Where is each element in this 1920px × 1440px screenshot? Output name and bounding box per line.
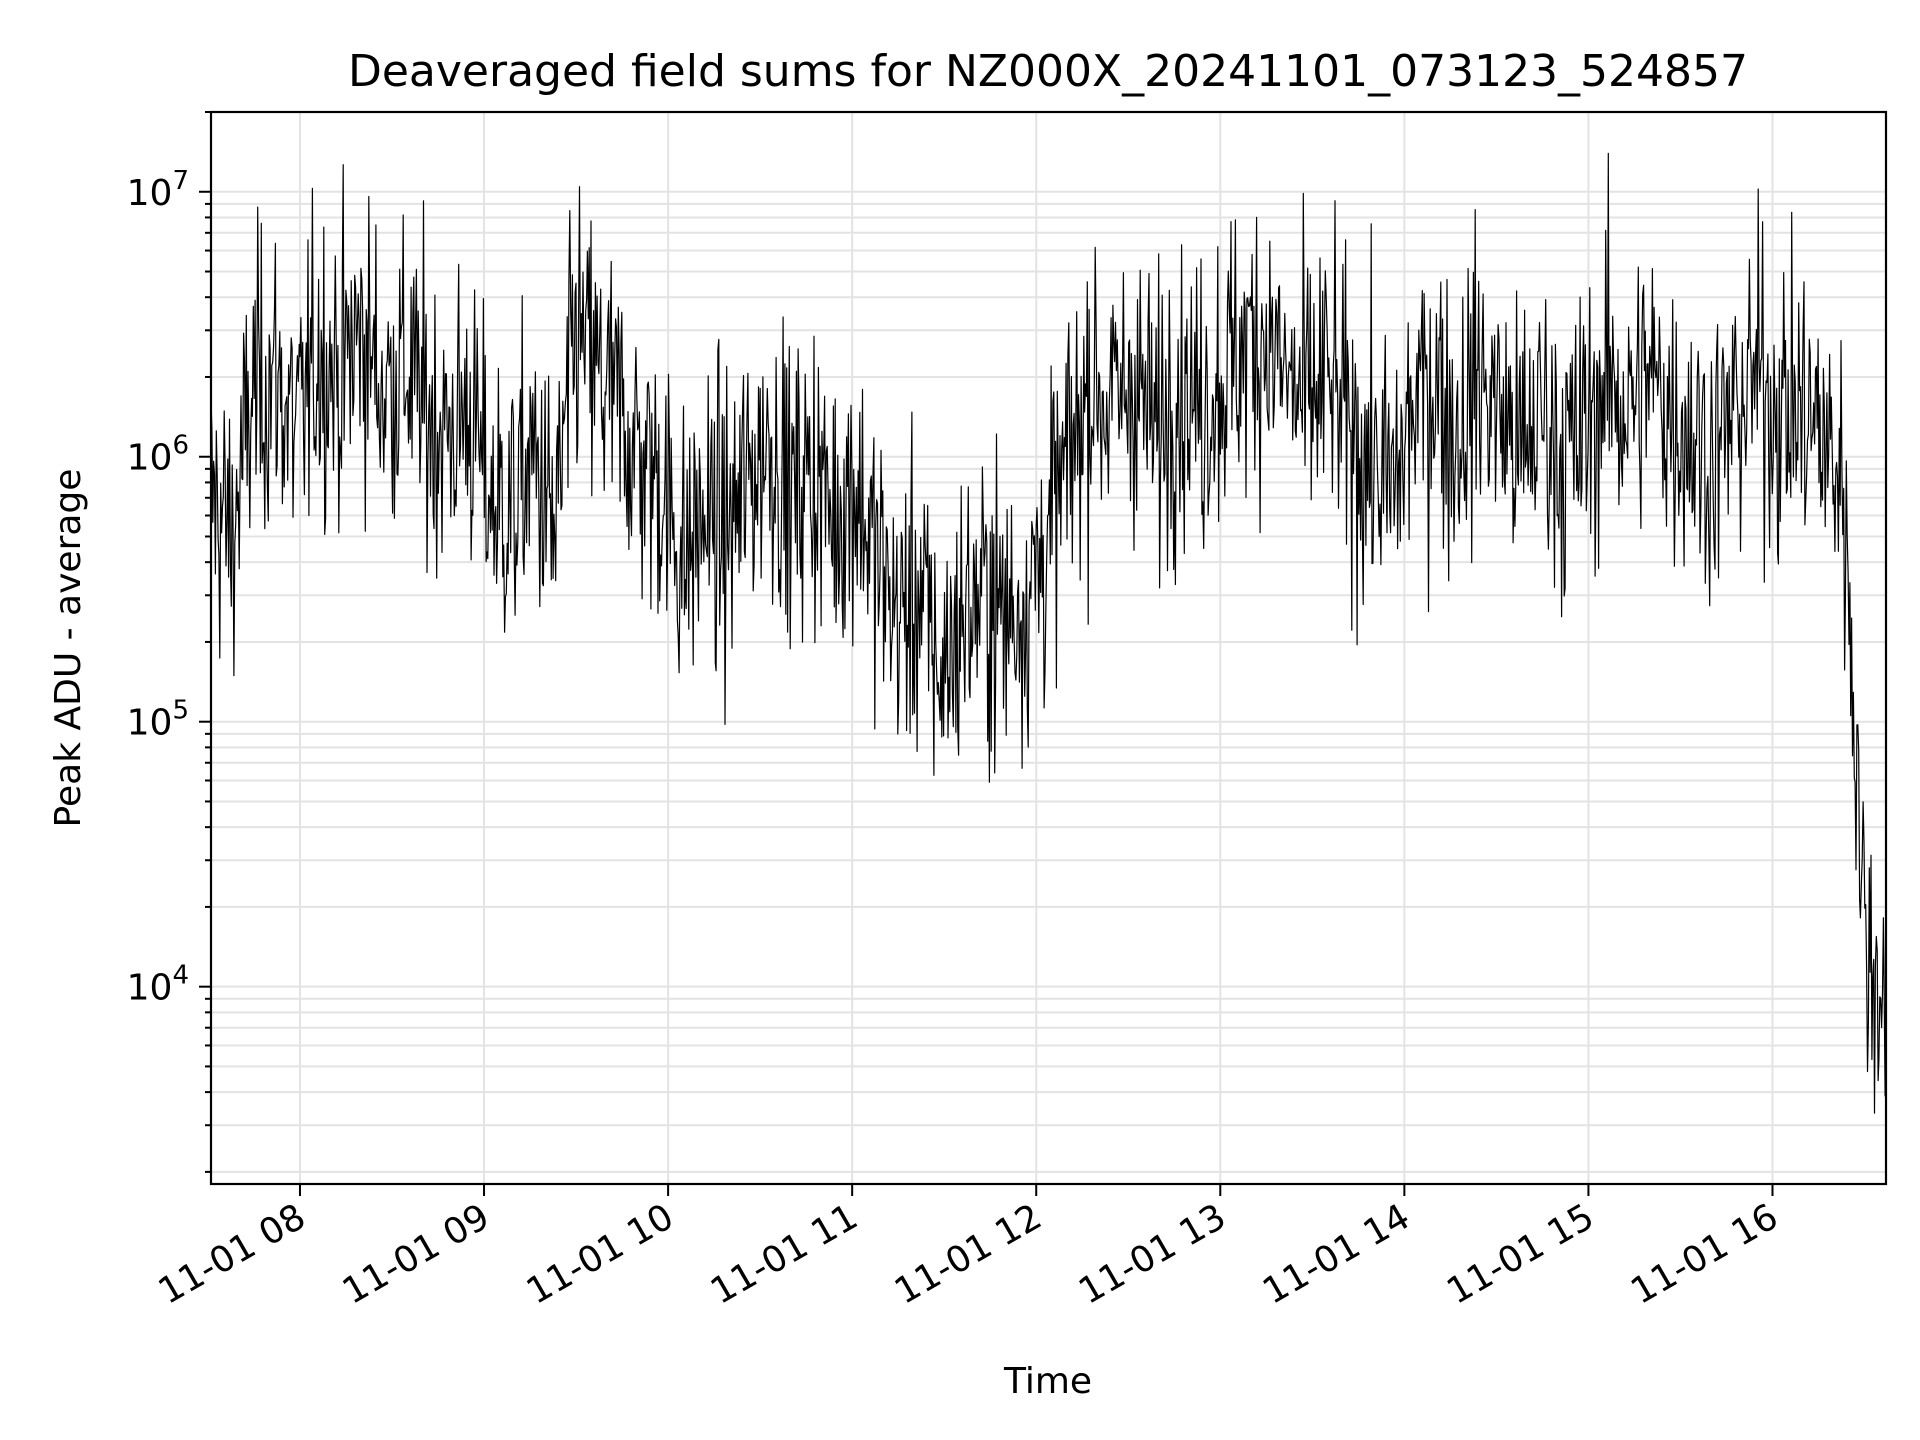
grid xyxy=(211,111,1886,1184)
y-axis-label: Peak ADU - average xyxy=(48,469,89,828)
plot-frame xyxy=(209,110,1888,1186)
y-tick-exponent: 6 xyxy=(172,431,189,461)
y-tick-base: 10 xyxy=(127,968,173,1009)
y-tick-base: 10 xyxy=(127,438,173,479)
y-tick-base: 10 xyxy=(127,703,173,744)
y-tick-label: 106 xyxy=(127,431,189,479)
series-line xyxy=(210,152,1887,1114)
series-layer xyxy=(210,152,1887,1114)
y-tick-base: 10 xyxy=(127,173,173,214)
y-tick-label: 105 xyxy=(127,696,189,744)
y-tick-label: 107 xyxy=(127,166,189,214)
x-axis-label: Time xyxy=(1003,1361,1092,1402)
y-tick-exponent: 5 xyxy=(172,696,189,726)
y-tick-exponent: 7 xyxy=(172,166,189,196)
y-tick-exponent: 4 xyxy=(172,961,189,991)
y-tick-label: 104 xyxy=(127,961,189,1009)
chart-title: Deaveraged field sums for NZ000X_2024110… xyxy=(348,46,1748,97)
